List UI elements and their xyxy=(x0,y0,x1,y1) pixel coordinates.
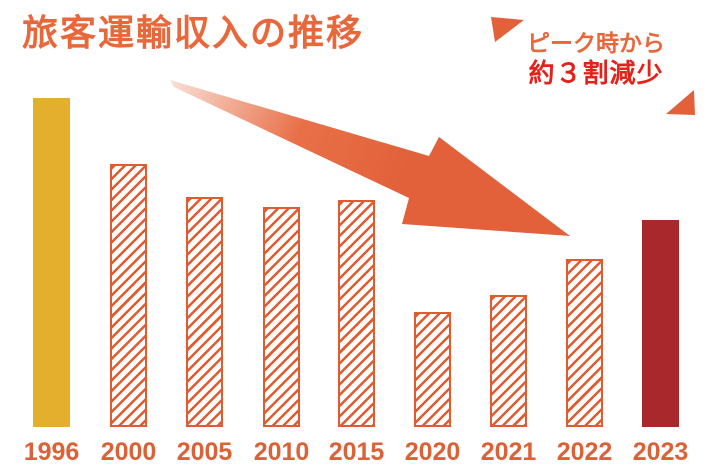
year-label-2020: 2020 xyxy=(404,438,461,466)
page-title: 旅客運輸収入の推移 xyxy=(22,13,365,54)
year-label-2000: 2000 xyxy=(100,438,157,466)
peak-decline-annotation: ピーク時から 約３割減少 xyxy=(490,30,702,90)
bar-2015 xyxy=(338,200,375,427)
year-label-2015: 2015 xyxy=(328,438,385,466)
bar-2020 xyxy=(414,312,451,427)
bar-2010 xyxy=(263,207,300,427)
annotation-line1: ピーク時から xyxy=(527,31,665,57)
bar-1996 xyxy=(33,98,70,427)
triangle-top-left-icon xyxy=(491,17,524,42)
triangle-bottom-right-icon xyxy=(666,90,695,115)
year-label-2005: 2005 xyxy=(176,438,233,466)
decline-arrow-icon xyxy=(170,80,570,236)
bar-2022 xyxy=(566,259,603,427)
year-label-2022: 2022 xyxy=(556,438,613,466)
bar-2023 xyxy=(642,220,679,427)
year-label-2021: 2021 xyxy=(480,438,537,466)
bar-2021 xyxy=(490,295,527,427)
year-label-1996: 1996 xyxy=(23,438,80,466)
year-label-2023: 2023 xyxy=(632,438,689,466)
bar-2005 xyxy=(186,197,223,427)
annotation-line2: 約３割減少 xyxy=(528,58,664,89)
year-label-2010: 2010 xyxy=(253,438,310,466)
bar-2000 xyxy=(110,164,147,427)
